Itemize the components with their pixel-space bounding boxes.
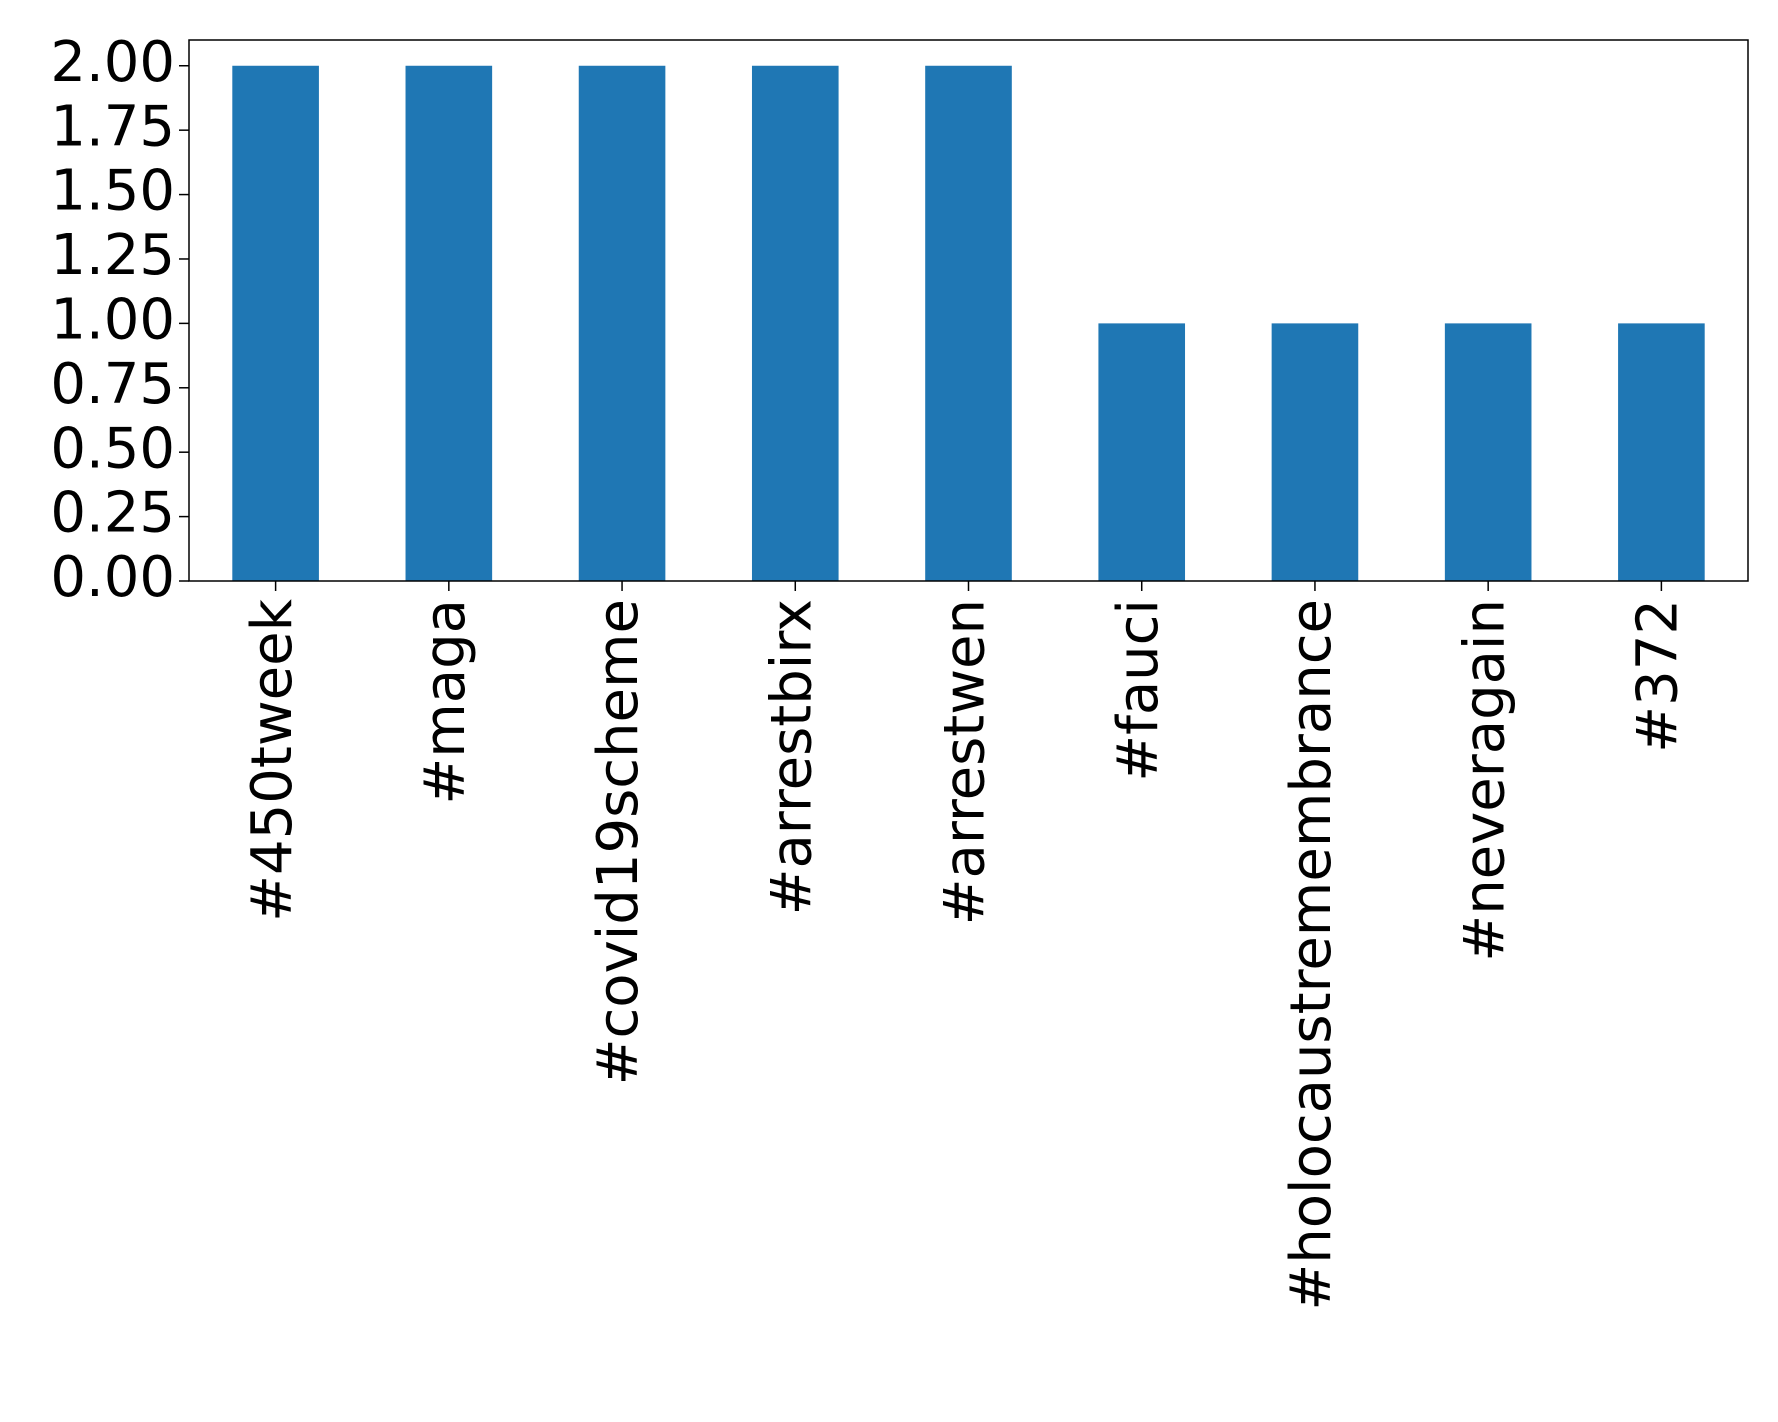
x-tick-label: #holocaustremembrance (1279, 599, 1344, 1311)
bar (232, 65, 319, 581)
x-tick-label: #arrestwen (933, 599, 998, 925)
y-tick-label: 0.25 (50, 481, 175, 546)
plot-frame (188, 39, 1749, 582)
y-tick-label: 1.00 (50, 288, 175, 353)
bar (925, 65, 1012, 581)
y-tick-label: 1.25 (50, 223, 175, 288)
x-tick-label: #372 (1626, 599, 1691, 753)
x-tick-label: #fauci (1106, 599, 1171, 782)
bar (751, 65, 839, 581)
y-tick-label: 1.75 (50, 94, 175, 159)
x-tick-label: #maga (413, 599, 478, 805)
bar (1618, 323, 1705, 581)
y-tick-label: 0.00 (50, 545, 175, 610)
y-tick-label: 0.75 (50, 352, 175, 417)
x-tick-label: #arrestbirx (759, 599, 824, 915)
y-tick-label: 1.50 (50, 159, 175, 224)
x-tick-label: #450tweek (240, 598, 305, 921)
bar (578, 65, 666, 581)
bar (1444, 323, 1532, 581)
bar (1271, 323, 1359, 581)
x-tick-label: #covid19scheme (586, 599, 651, 1085)
y-tick-label: 2.00 (50, 30, 175, 95)
y-tick-label: 0.50 (50, 416, 175, 481)
bar (405, 65, 493, 581)
bar (1098, 323, 1186, 581)
x-tick-label: #neveragain (1452, 599, 1517, 962)
